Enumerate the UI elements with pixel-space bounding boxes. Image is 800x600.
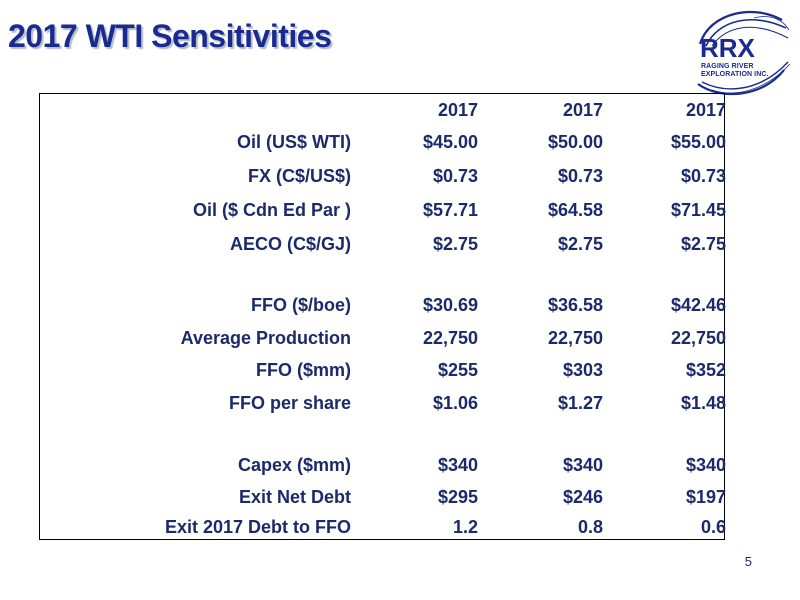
row-label: FFO ($/boe): [251, 295, 351, 315]
table-cell: 1.2: [452, 517, 478, 537]
row-label: Oil (US$ WTI): [237, 132, 351, 152]
column-header: 2017: [685, 100, 726, 120]
column-header: 2017: [437, 100, 478, 120]
table-cell: $1.27: [557, 393, 603, 413]
row-label: FFO ($mm): [255, 360, 351, 380]
row-label: Capex ($mm): [237, 455, 351, 475]
table-row: FFO ($/boe) $30.69 $36.58 $42.46: [40, 293, 726, 321]
table-cell: $42.46: [670, 295, 726, 315]
table-row: FFO ($mm) $255 $303 $352: [40, 358, 726, 386]
table-cell: $45.00: [422, 132, 478, 152]
table-cell: $0.73: [432, 166, 478, 186]
table-cell: 0.8: [577, 517, 603, 537]
row-label: Exit Net Debt: [238, 487, 351, 507]
table-row: FX (C$/US$) $0.73 $0.73 $0.73: [40, 164, 726, 192]
table-cell: 0.6: [700, 517, 726, 537]
table-row: FFO per share $1.06 $1.27 $1.48: [40, 391, 726, 419]
table-cell: $2.75: [432, 234, 478, 254]
table-cell: $352: [685, 360, 726, 380]
table-cell: $57.71: [422, 200, 478, 220]
table-cell: $295: [437, 487, 478, 507]
table-cell: 22,750: [547, 328, 603, 348]
table-row: Exit Net Debt $295 $246 $197: [40, 485, 726, 513]
table-row: Exit 2017 Debt to FFO 1.2 0.8 0.6: [40, 515, 726, 543]
page-title: 2017 WTI Sensitivities: [8, 18, 332, 54]
table-cell: $303: [562, 360, 603, 380]
table-cell: $1.48: [680, 393, 726, 413]
table-cell: $0.73: [680, 166, 726, 186]
row-label: Average Production: [180, 328, 351, 348]
sensitivity-table: 2017 2017 2017 Oil (US$ WTI) $45.00 $50.…: [39, 93, 726, 543]
table-row: Oil ($ Cdn Ed Par ) $57.71 $64.58 $71.45: [40, 198, 726, 226]
logo-subtitle-line1: RAGING RIVER: [701, 63, 754, 70]
column-header: 2017: [562, 100, 603, 120]
logo-subtitle-line2: EXPLORATION INC.: [701, 71, 769, 78]
table-cell: $30.69: [422, 295, 478, 315]
table-cell: $340: [562, 455, 603, 475]
row-label: FFO per share: [228, 393, 351, 413]
table-cell: $0.73: [557, 166, 603, 186]
table-row: Average Production 22,750 22,750 22,750: [40, 326, 726, 354]
table-cell: $197: [685, 487, 726, 507]
table-cell: $255: [437, 360, 478, 380]
company-logo: RRX RAGING RIVER EXPLORATION INC.: [692, 6, 792, 98]
table-cell: $64.58: [547, 200, 603, 220]
table-cell: $2.75: [680, 234, 726, 254]
table-cell: $71.45: [670, 200, 726, 220]
page-number: 5: [744, 554, 752, 569]
table-cell: $55.00: [670, 132, 726, 152]
table-row: AECO (C$/GJ) $2.75 $2.75 $2.75: [40, 232, 726, 260]
table-cell: $2.75: [557, 234, 603, 254]
logo-wordmark: RRX: [700, 33, 755, 63]
logo-swirl-icon: [697, 10, 791, 96]
row-label: AECO (C$/GJ): [229, 234, 351, 254]
table-cell: $340: [685, 455, 726, 475]
table-cell: 22,750: [422, 328, 478, 348]
table-cell: 22,750: [670, 328, 726, 348]
table-cell: $246: [562, 487, 603, 507]
table-cell: $50.00: [547, 132, 603, 152]
row-label: FX (C$/US$): [247, 166, 351, 186]
table-row: Oil (US$ WTI) $45.00 $50.00 $55.00: [40, 130, 726, 158]
table-row: Capex ($mm) $340 $340 $340: [40, 453, 726, 481]
table-header-row: 2017 2017 2017: [40, 98, 726, 126]
table-cell: $36.58: [547, 295, 603, 315]
row-label: Exit 2017 Debt to FFO: [164, 517, 351, 537]
table-cell: $340: [437, 455, 478, 475]
row-label: Oil ($ Cdn Ed Par ): [192, 200, 351, 220]
table-cell: $1.06: [432, 393, 478, 413]
